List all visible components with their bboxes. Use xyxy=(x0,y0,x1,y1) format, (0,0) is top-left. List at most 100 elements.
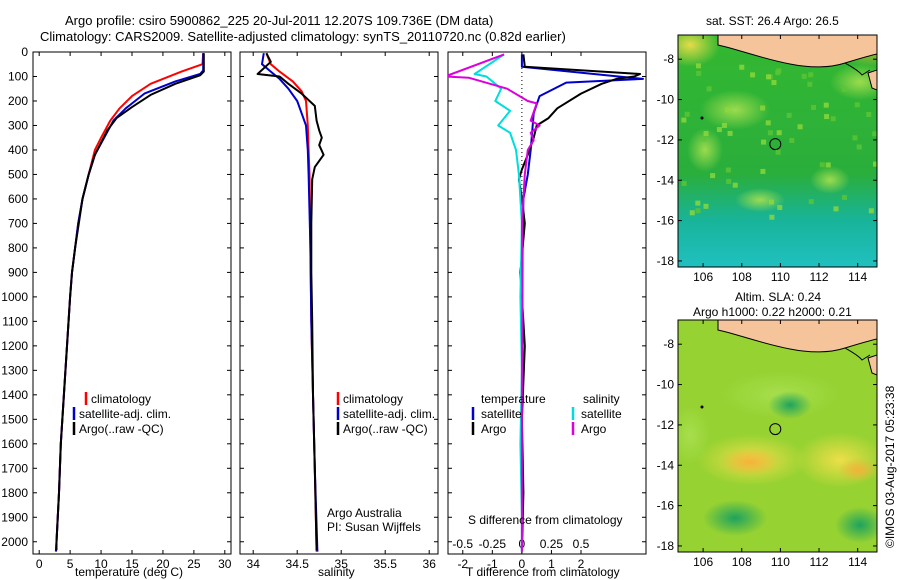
sst-speckle xyxy=(797,124,803,130)
sst-speckle xyxy=(721,122,727,128)
lat-tick-label: -10 xyxy=(657,93,675,107)
profile-location-marker xyxy=(769,138,782,151)
sst-speckle xyxy=(769,214,775,220)
sst-speckle xyxy=(725,167,731,173)
depth-tick-label: 1300 xyxy=(1,363,28,377)
depth-tick-label: 0 xyxy=(21,45,28,59)
difference-frame xyxy=(447,51,647,555)
sst-speckle xyxy=(760,168,766,174)
temperature-axis-label: temperature (deg C) xyxy=(75,565,183,579)
sst-speckle xyxy=(854,102,860,108)
depth-tick-label: 200 xyxy=(8,94,28,108)
legend-argo: Argo(..raw -QC) xyxy=(79,422,164,436)
depth-tick-label: 100 xyxy=(8,69,28,83)
series-line-satellite-adj-clim- xyxy=(54,53,205,552)
legend-satellite-adj: satellite-adj. clim. xyxy=(79,407,171,421)
float-owner-label: Argo Australia xyxy=(327,506,402,520)
sst-map-title: sat. SST: 26.4 Argo: 26.5 xyxy=(706,14,839,28)
sst-speckle xyxy=(760,105,766,111)
sst-speckle xyxy=(823,102,829,108)
sst-speckle xyxy=(689,210,695,216)
x-tick-label: 34 xyxy=(247,557,261,571)
temperature-legend: climatology satellite-adj. clim. Argo(..… xyxy=(72,392,171,436)
legend-climatology: climatology xyxy=(343,392,403,406)
sst-speckle xyxy=(825,162,831,168)
x-tick-label: 34.5 xyxy=(286,557,310,571)
x-tick-label: 25 xyxy=(187,557,201,571)
salinity-panel: 34 34.5 35 35.5 36 salinity climatology sate… xyxy=(239,51,439,579)
series-line-argo-raw-qc- xyxy=(55,53,205,551)
depth-tick-label: 1600 xyxy=(1,437,28,451)
sst-speckle xyxy=(872,131,877,137)
depth-tick-label: 400 xyxy=(8,143,28,157)
depth-tick-label: 900 xyxy=(8,265,28,279)
lat-tick-label: -16 xyxy=(657,499,675,513)
sla-map-frame xyxy=(677,319,878,553)
sst-speckle xyxy=(873,161,877,167)
sst-speckle xyxy=(681,117,687,123)
sst-speckle xyxy=(703,131,709,137)
depth-tick-label: 1100 xyxy=(2,314,28,328)
sst-speckle xyxy=(684,111,690,117)
series-line-temperature-satellite xyxy=(520,54,644,552)
float-pi-label: PI: Susan Wijffels xyxy=(327,520,421,534)
sst-speckle xyxy=(811,104,817,110)
lon-tick-label: 114 xyxy=(848,270,867,284)
sst-speckle xyxy=(710,173,716,179)
sst-speckle xyxy=(808,199,814,205)
x-tick-label: 35 xyxy=(335,557,349,571)
depth-tick-label: 1200 xyxy=(1,339,28,353)
x-tick-label: -2 xyxy=(457,557,468,571)
depth-axis-ticks: 0 100 200 300 400 500 600 700 800 900 1000 1100 1200… xyxy=(1,45,231,549)
x-tick-label: 36 xyxy=(423,557,437,571)
depth-tick-label: 300 xyxy=(8,118,28,132)
sst-speckle xyxy=(706,86,712,92)
sst-speckle xyxy=(695,63,701,69)
sst-speckle xyxy=(841,194,847,200)
sst-speckle xyxy=(695,200,701,206)
s-diff-tick-label: 0.25 xyxy=(540,537,564,551)
sst-speckle xyxy=(681,181,687,187)
t-difference-axis-label: T difference from climatology xyxy=(466,565,620,579)
lon-tick-label: 106 xyxy=(693,270,713,284)
sst-speckle xyxy=(761,139,767,145)
depth-tick-label: 1700 xyxy=(1,461,28,475)
x-tick-label: 20 xyxy=(156,557,170,571)
lat-tick-label: -10 xyxy=(657,378,675,392)
sst-speckle xyxy=(724,107,730,113)
sst-speckle xyxy=(801,73,807,79)
sst-map-frame xyxy=(677,34,878,268)
depth-tick-label: 1400 xyxy=(1,388,28,402)
legend-salinity-argo: Argo xyxy=(581,422,607,436)
depth-tick-label: 1900 xyxy=(1,510,28,524)
x-tick-label: 0 xyxy=(519,557,526,571)
sst-speckle xyxy=(768,199,774,205)
s-difference-axis-label: S difference from climatology xyxy=(468,513,623,527)
sst-map-ticks: 106 108 110 112 114 -8 -10 -12 -14 -16 -18 xyxy=(657,35,877,284)
depth-tick-label: 1500 xyxy=(1,412,28,426)
lat-tick-label: -16 xyxy=(657,214,675,228)
depth-tick-label: 800 xyxy=(8,241,28,255)
series-line-satellite-adj-clim- xyxy=(261,53,319,552)
lat-tick-label: -18 xyxy=(657,539,675,553)
salinity-legend: climatology satellite-adj. clim. Argo(..… xyxy=(336,392,435,436)
legend-temperature-argo: Argo xyxy=(481,422,507,436)
x-tick-label: -1 xyxy=(487,557,498,571)
lon-tick-label: 112 xyxy=(809,555,828,569)
sst-speckle xyxy=(866,111,872,117)
salinity-axis-label: salinity xyxy=(318,565,355,579)
lat-tick-label: -14 xyxy=(657,173,675,187)
x-tick-label: 2 xyxy=(578,557,585,571)
temperature-frame xyxy=(32,51,232,555)
series-line-climatology xyxy=(54,53,205,552)
s-diff-tick-label: -0.25 xyxy=(479,537,507,551)
sst-speckle xyxy=(727,130,733,136)
sla-map-title: Altim. SLA: 0.24 xyxy=(735,290,821,304)
x-tick-label: 30 xyxy=(218,557,232,571)
sst-speckle xyxy=(868,208,874,214)
lon-tick-label: 106 xyxy=(693,555,713,569)
lat-tick-label: -12 xyxy=(657,133,675,147)
legend-argo: Argo(..raw -QC) xyxy=(343,422,428,436)
x-tick-label: 0 xyxy=(36,557,43,571)
sst-speckle xyxy=(696,70,702,76)
